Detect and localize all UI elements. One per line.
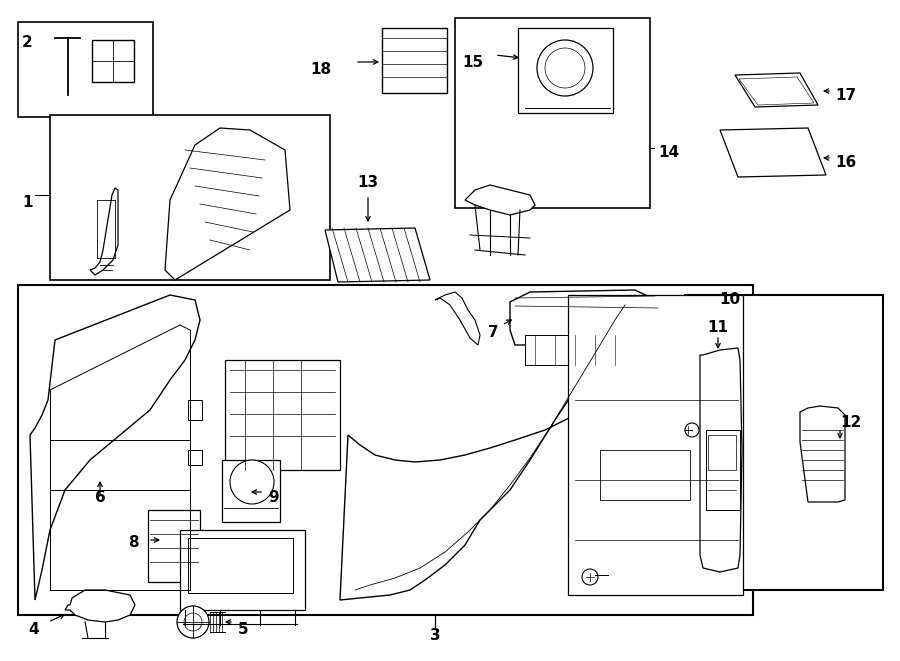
Text: 12: 12 [840, 415, 861, 430]
Polygon shape [465, 185, 535, 215]
Bar [600, 450, 690, 500]
Polygon shape [90, 188, 118, 275]
Polygon shape [739, 77, 814, 105]
Polygon shape [435, 292, 480, 345]
Text: 8: 8 [128, 535, 139, 550]
Bar [92, 40, 134, 82]
Text: 7: 7 [488, 325, 499, 340]
Bar [568, 295, 743, 595]
Text: 6: 6 [94, 490, 105, 505]
Bar [455, 18, 650, 208]
Circle shape [582, 569, 598, 585]
Polygon shape [165, 128, 290, 280]
Bar [50, 115, 330, 280]
Circle shape [184, 613, 202, 631]
Circle shape [230, 460, 274, 504]
Circle shape [545, 48, 585, 88]
Polygon shape [65, 590, 135, 622]
Bar [188, 538, 293, 593]
Circle shape [177, 606, 209, 638]
Text: 4: 4 [28, 622, 39, 637]
Polygon shape [800, 406, 845, 502]
Polygon shape [735, 73, 818, 107]
Text: 13: 13 [357, 175, 379, 190]
Polygon shape [340, 295, 635, 600]
Polygon shape [720, 128, 826, 177]
Bar [222, 460, 280, 522]
Text: 9: 9 [268, 490, 279, 505]
Text: 10: 10 [719, 292, 741, 307]
Text: 1: 1 [22, 195, 32, 210]
Polygon shape [325, 228, 430, 282]
Bar [18, 22, 153, 117]
Text: 16: 16 [835, 155, 856, 170]
Bar [518, 28, 613, 113]
Circle shape [685, 423, 699, 437]
Bar [188, 450, 202, 465]
Polygon shape [700, 348, 742, 572]
Polygon shape [510, 290, 660, 345]
Bar [382, 28, 447, 93]
Text: 14: 14 [658, 145, 680, 160]
Bar [225, 360, 340, 470]
Bar [148, 510, 200, 582]
Text: 11: 11 [707, 320, 728, 335]
Text: 17: 17 [835, 88, 856, 103]
Bar [525, 335, 650, 365]
Bar [685, 295, 883, 590]
Text: 18: 18 [310, 62, 331, 77]
Bar [18, 285, 753, 615]
Text: 2: 2 [22, 35, 32, 50]
Bar [188, 400, 202, 420]
Bar [706, 430, 740, 510]
Bar [708, 435, 736, 470]
Circle shape [537, 40, 593, 96]
Polygon shape [30, 295, 200, 600]
Bar [180, 530, 305, 610]
Text: 5: 5 [238, 622, 248, 637]
Text: 15: 15 [462, 55, 483, 70]
Text: 3: 3 [429, 628, 440, 643]
